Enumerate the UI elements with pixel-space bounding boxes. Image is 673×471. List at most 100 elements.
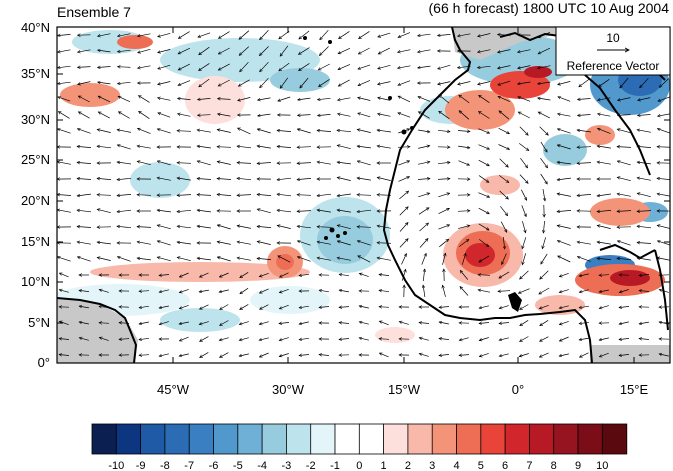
wind-arrow-icon [398,96,411,103]
wind-arrow-icon [98,112,110,119]
wind-arrow-icon [317,242,331,245]
left-title: Ensemble 7 [57,4,131,20]
wind-arrow-icon [520,304,529,310]
wind-arrow-icon [257,226,272,227]
lat-label: 0° [38,355,50,370]
wind-arrow-icon [538,111,550,119]
wind-arrow-icon [198,32,211,37]
wind-arrow-icon [478,175,489,183]
lon-label: 30°W [272,382,305,397]
wind-arrow-icon [357,210,372,212]
wind-arrow-icon [439,95,450,104]
wind-arrow-icon [418,65,431,68]
wind-arrow-icon [500,221,508,233]
wind-arrow-icon [499,305,509,309]
wind-arrow-icon [578,115,591,116]
wind-arrow-icon [78,67,91,68]
wind-arrow-icon [617,177,631,182]
wind-arrow-icon [197,195,212,196]
wind-arrow-icon [218,114,231,117]
wind-arrow-icon [418,129,430,132]
wind-arrow-icon [77,257,91,262]
wind-arrow-icon [619,289,629,293]
wind-arrow-icon [522,221,525,233]
wind-arrow-icon [577,130,591,133]
wind-arrow-icon [538,47,551,54]
wind-arrow-icon [200,272,209,277]
wind-arrow-icon [259,352,269,357]
wind-arrow-icon [239,321,249,325]
wind-arrow-icon [57,129,71,134]
wind-arrow-icon [238,128,251,135]
wind-arrow-icon [597,258,612,259]
wind-arrow-icon [178,31,190,39]
wind-arrow-icon [297,129,311,134]
wind-arrow-icon [197,226,211,229]
wind-arrow-icon [97,209,111,214]
wind-arrow-icon [580,352,589,357]
colorbar-label: -2 [306,460,316,471]
wind-arrow-icon [337,241,351,246]
wind-arrow-icon [357,178,371,181]
lat-label: 35°N [21,66,50,81]
wind-arrow-icon [119,339,130,340]
wind-arrow-icon [478,207,490,215]
wind-arrow-icon [397,147,410,148]
wind-arrow-icon [478,192,489,198]
wind-arrow-icon [443,285,446,297]
wind-arrow-icon [277,210,292,212]
wind-arrow-icon [597,193,611,196]
wind-arrow-icon [179,353,189,356]
wind-arrow-icon [298,115,311,116]
wind-arrow-icon [297,257,311,262]
wind-arrow-icon [357,227,372,228]
wind-arrow-icon [79,322,89,325]
wind-arrow-icon [279,353,289,357]
wind-arrow-icon [177,163,192,164]
wind-vectors [57,29,670,357]
wind-arrow-icon [257,241,271,245]
wind-arrow-icon [419,338,429,341]
wind-arrow-icon [237,195,252,196]
wind-arrow-icon [277,146,292,147]
wind-arrow-icon [158,98,171,101]
wind-arrow-icon [337,258,351,261]
wind-arrow-icon [543,220,544,233]
wind-arrow-icon [499,353,509,356]
wind-arrow-icon [257,194,272,195]
wind-arrow-icon [299,274,310,275]
wind-arrow-icon [657,225,670,229]
wind-arrow-icon [438,225,449,230]
lat-label: 15°N [21,234,50,249]
wind-arrow-icon [521,205,526,216]
wind-arrow-icon [439,322,449,325]
wind-arrow-icon [442,253,446,265]
wind-arrow-icon [218,99,231,100]
wind-arrow-icon [77,129,91,134]
wind-arrow-icon [379,290,390,291]
wind-arrow-icon [557,210,572,211]
wind-arrow-icon [498,65,511,69]
wind-arrow-icon [418,146,430,149]
wind-arrow-icon [479,255,490,262]
wind-arrow-icon [597,146,611,149]
wind-arrow-icon [200,336,209,342]
wind-arrow-icon [540,141,547,152]
wind-arrow-icon [317,227,332,228]
wind-arrow-icon [197,179,212,180]
wind-arrow-icon [320,29,329,40]
wind-arrow-icon [419,323,430,324]
wind-arrow-icon [177,195,192,196]
wind-arrow-icon [159,321,169,325]
wind-arrow-icon [558,97,571,102]
wind-arrow-icon [478,275,491,276]
wind-arrow-icon [237,226,251,229]
wind-arrow-icon [499,271,510,278]
wind-arrow-icon [299,63,310,70]
lat-label: 20°N [21,193,50,208]
wind-arrow-icon [502,253,507,265]
wind-arrow-icon [540,270,549,279]
wind-arrow-icon [399,239,408,248]
colorbar-swatch [140,423,166,455]
wind-arrow-icon [279,288,289,292]
